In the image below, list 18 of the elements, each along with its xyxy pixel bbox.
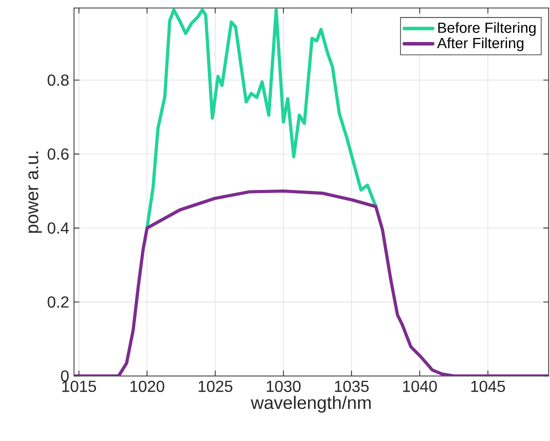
x-tick-label: 1020 — [130, 380, 164, 392]
x-tick-label: 1015 — [62, 380, 96, 392]
x-tick-label: 1040 — [403, 380, 437, 392]
y-tick-label: 0.4 — [48, 222, 69, 234]
y-tick-label: 0 — [61, 370, 69, 382]
x-axis-title: wavelength/nm — [250, 396, 371, 413]
legend-label: After Filtering — [437, 37, 524, 52]
x-tick-label: 1025 — [198, 380, 232, 392]
x-tick-label: 1030 — [266, 380, 301, 392]
y-tick-label: 0.6 — [48, 148, 69, 160]
y-tick-label: 0.2 — [48, 296, 68, 308]
x-tick-label: 1035 — [334, 380, 369, 392]
line-series — [145, 8, 378, 230]
line-series — [74, 189, 549, 376]
legend-label: Before Filtering — [438, 22, 536, 36]
y-tick-label: 0.8 — [48, 74, 69, 86]
x-tick-label: 1045 — [471, 380, 505, 392]
y-axis-title: power a.u. — [28, 152, 42, 233]
